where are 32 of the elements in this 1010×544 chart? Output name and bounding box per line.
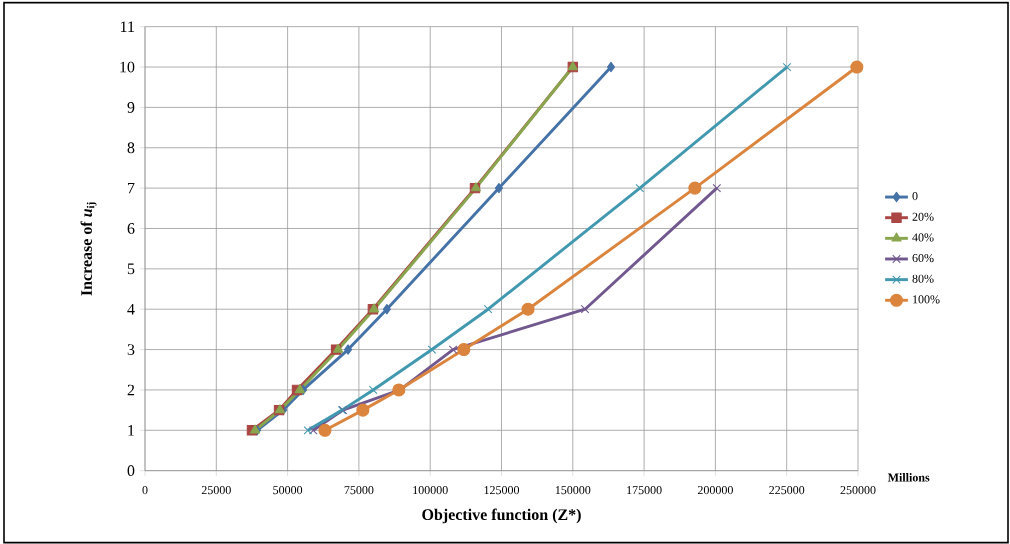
x-tick-label: 50000: [273, 486, 303, 495]
y-tick-label: 11: [120, 21, 135, 32]
text: Millions: [887, 473, 930, 482]
x-axis-title: Objective function (Z*): [422, 508, 581, 524]
legend-label: 80%: [912, 274, 934, 283]
x-tick-label: 25000: [201, 486, 231, 495]
y-tick-label: 10: [120, 61, 135, 73]
y-tick-label: 7: [128, 182, 135, 194]
y-tick-label: 2: [127, 384, 135, 396]
y-tick-label: 4: [127, 303, 135, 315]
x-tick-label: 225000: [769, 486, 805, 495]
legend-label: 60%: [912, 253, 934, 263]
y-tick-label: 0: [127, 465, 135, 477]
y-tick-label: 9: [127, 102, 135, 113]
legend-label: 20%: [912, 212, 934, 221]
legend-label: 100%: [913, 295, 940, 304]
legend-label: 0: [912, 192, 918, 201]
y-axis-title: Increase of u$_{ij}$: [80, 202, 97, 296]
x-tick-label: 250000: [840, 486, 876, 495]
x-tick-label: 200000: [697, 486, 733, 495]
legend-label: 40%: [912, 233, 934, 242]
x-tick-label: 100000: [413, 486, 448, 495]
y-tick-label: 8: [127, 142, 135, 154]
x-tick-label: 150000: [555, 486, 591, 495]
x-tick-label: 75000: [344, 486, 374, 495]
x-tick-label: 0: [142, 486, 148, 495]
x-tick-label: 175000: [627, 486, 662, 495]
y-tick-label: 3: [127, 344, 135, 355]
x-tick-label: 125000: [484, 486, 520, 495]
y-tick-label: 1: [128, 425, 135, 436]
y-tick-label: 5: [127, 263, 135, 275]
y-tick-label: 6: [127, 223, 135, 234]
